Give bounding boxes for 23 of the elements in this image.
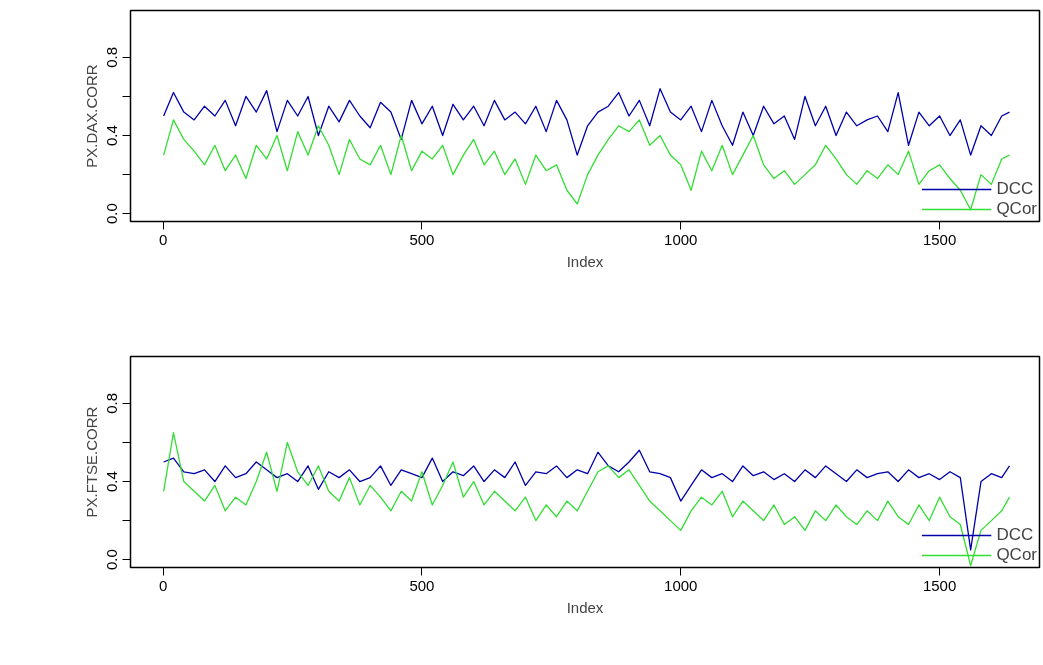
legend-label: DCC [996, 525, 1034, 545]
y-tick-label: 0.8 [103, 46, 121, 68]
x-tick-label: 500 [409, 230, 435, 248]
y-tick-label: 0.0 [103, 203, 121, 225]
x-tick-label: 0 [158, 576, 168, 594]
y-tick-label: 0.4 [103, 125, 121, 146]
x-tick-label: 1500 [922, 576, 957, 594]
line-series [162, 88, 1011, 156]
legend-label: DCC [996, 179, 1034, 199]
x-tick-label: 500 [409, 576, 435, 594]
y-tick-label: 0.4 [103, 471, 121, 492]
y-axis-title: PX.FTSE.CORR [82, 406, 100, 518]
x-tick-label: 1000 [664, 230, 698, 248]
y-tick-label: 0.0 [103, 549, 121, 571]
x-axis-title: Index [566, 252, 604, 270]
x-axis-title: Index [566, 598, 604, 616]
legend-label: QCor [996, 199, 1037, 219]
x-tick-label: 1500 [922, 230, 957, 248]
y-axis-title: PX.DAX.CORR [82, 64, 100, 168]
x-tick-label: 1000 [664, 576, 698, 594]
x-tick-label: 0 [158, 230, 168, 248]
legend-label: QCor [996, 545, 1037, 565]
y-tick-label: 0.8 [103, 392, 121, 414]
